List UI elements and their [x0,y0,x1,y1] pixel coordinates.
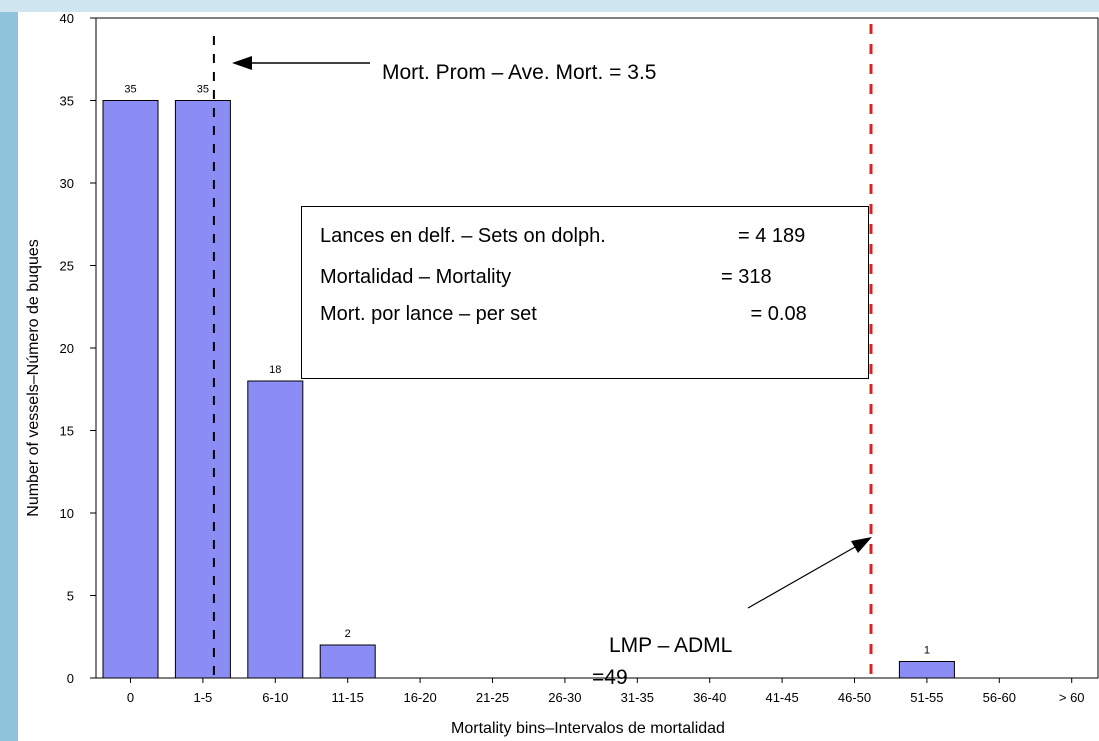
y-tick-label: 10 [60,506,74,521]
y-tick-label: 15 [60,424,74,439]
statistics-box: Lances en delf. – Sets on dolph. = 4 189… [301,206,869,379]
bar-value-label: 18 [269,364,281,376]
bar-value-label: 1 [924,645,930,657]
average-label: Mort. Prom – Ave. Mort. = 3.5 [382,61,656,84]
bar-value-label: 35 [124,84,136,96]
x-tick-label: 36-40 [693,690,726,705]
stats-value-per-set: = 0.08 [745,303,807,325]
dml-arrow-head [851,537,872,553]
bar [174,100,231,679]
plot-area-frame [95,17,1099,679]
stats-label-sets: Lances en delf. – Sets on dolph. [320,225,606,247]
x-tick-label: 31-35 [621,690,654,705]
bar [898,661,955,679]
x-tick-label: 6-10 [262,690,288,705]
bar-value-label: 35 [197,84,209,96]
x-tick-label: > 60 [1059,690,1085,705]
x-tick-label: 11-15 [332,690,364,705]
x-tick-label: 46-50 [838,690,871,705]
left-decorative-strip [0,0,18,741]
bar [247,380,304,679]
x-tick-label: 1-5 [194,690,213,705]
x-tick-label: 56-60 [983,690,1016,705]
stats-value-sets: = 4 189 [738,225,806,247]
x-axis-title: Mortality bins–Intervalos de mortalidad [451,720,725,737]
y-tick-label: 30 [60,176,74,191]
dml-label-line2: =49 [592,666,628,689]
x-tick-label: 0 [127,690,134,705]
y-axis-title-group: Number of vessels–Número de buques [25,239,42,516]
y-ticks-layer: 0 5 10 15 20 25 30 35 40 [60,11,96,686]
annotations-layer: Mort. Prom – Ave. Mort. = 3.5 LMP – ADML… [232,56,872,689]
y-tick-label: 40 [60,11,74,26]
x-tick-label: 26-30 [548,690,581,705]
stats-label-per-set: Mort. por lance – per set [320,303,537,325]
y-tick-label: 0 [67,671,74,686]
stats-label-mortality: Mortalidad – Mortality [320,266,512,288]
reference-lines-layer [212,24,873,678]
x-tick-label: 41-45 [765,690,798,705]
average-arrow-head [232,56,252,70]
bar [319,644,376,679]
y-tick-label: 20 [60,341,74,356]
y-tick-label: 35 [60,94,74,109]
bars-layer: 35 35 18 2 1 [102,84,955,679]
bar-value-label: 2 [345,628,351,640]
x-tick-label: 51-55 [910,690,943,705]
y-axis-title: Number of vessels–Número de buques [25,239,42,516]
dml-label-line1: LMP – ADML [609,634,732,657]
x-tick-label: 21-25 [476,690,509,705]
x-ticks-layer: 0 1-5 6-10 11-15 16-20 21-25 26-30 31-35 36-40 41… [127,678,1085,705]
stats-value-mortality: = 318 [721,266,772,288]
bar [102,100,159,679]
dml-arrow-line [747,542,863,609]
x-tick-label: 16-20 [403,690,436,705]
top-decorative-strip [0,0,1099,12]
y-tick-label: 25 [60,259,74,274]
y-tick-label: 5 [67,589,74,604]
